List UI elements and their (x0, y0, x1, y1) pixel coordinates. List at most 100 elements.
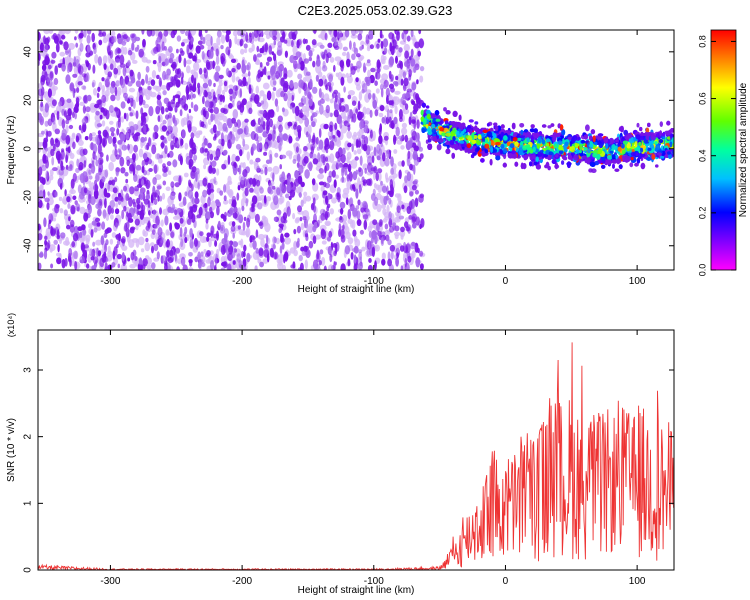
noise-blob (272, 87, 277, 91)
noise-blob (328, 230, 333, 238)
noise-blob (119, 54, 125, 65)
noise-blob (374, 260, 377, 270)
noise-speckle (340, 124, 348, 134)
noise-speckle (362, 163, 369, 170)
noise-blob (93, 47, 97, 55)
noise-speckle (329, 208, 334, 215)
noise-blob (46, 36, 51, 43)
noise-speckle (146, 264, 152, 270)
noise-speckle (138, 148, 144, 158)
noise-blob (197, 251, 201, 261)
noise-blob (277, 65, 282, 73)
noise-blob (386, 108, 390, 120)
noise-blob (133, 207, 136, 214)
noise-speckle (264, 222, 271, 233)
noise-blob (104, 78, 110, 88)
noise-speckle (152, 85, 159, 90)
noise-speckle (249, 159, 254, 165)
noise-blob (174, 251, 177, 262)
noise-blob (324, 210, 328, 221)
noise-blob (108, 180, 113, 186)
noise-blob (144, 160, 149, 166)
noise-blob (228, 88, 234, 95)
noise-speckle (286, 92, 292, 101)
noise-blob (409, 191, 414, 197)
noise-blob (112, 136, 117, 144)
noise-blob (97, 202, 101, 207)
noise-speckle (140, 248, 145, 253)
noise-blob (81, 73, 87, 78)
noise-blob (246, 217, 251, 228)
noise-blob (341, 97, 344, 103)
noise-blob (86, 30, 92, 35)
noise-blob (81, 85, 86, 90)
noise-blob (372, 188, 376, 196)
noise-blob (189, 138, 194, 149)
noise-speckle (401, 122, 407, 129)
noise-blob (312, 158, 319, 165)
noise-blob (269, 118, 273, 128)
noise-blob (44, 147, 49, 152)
noise-speckle (120, 46, 125, 55)
noise-blob (208, 94, 213, 100)
noise-blob (179, 227, 183, 238)
noise-blob (43, 35, 46, 45)
noise-blob (47, 130, 52, 137)
noise-blob (318, 78, 324, 87)
noise-speckle (314, 234, 321, 240)
noise-blob (232, 165, 238, 176)
noise-blob (272, 236, 277, 245)
noise-blob (175, 79, 181, 88)
noise-blob (280, 154, 287, 159)
noise-blob (357, 262, 363, 270)
noise-blob (327, 245, 332, 256)
noise-blob (339, 201, 346, 209)
noise-blob (329, 253, 333, 263)
noise-blob (139, 190, 144, 201)
noise-blob (107, 205, 112, 215)
noise-blob (380, 40, 384, 49)
noise-blob (193, 204, 198, 209)
noise-blob (190, 37, 194, 45)
noise-blob (205, 59, 210, 67)
noise-blob (339, 118, 343, 129)
noise-speckle (190, 69, 196, 75)
noise-speckle (267, 166, 273, 172)
noise-blob (286, 184, 291, 193)
noise-blob (295, 51, 302, 58)
noise-blob (279, 181, 284, 191)
noise-blob (85, 72, 90, 82)
noise-blob (300, 246, 305, 252)
noise-blob (272, 80, 277, 86)
noise-blob (344, 245, 351, 255)
noise-blob (228, 38, 232, 49)
noise-blob (244, 187, 249, 197)
noise-blob (282, 133, 289, 142)
noise-blob (329, 140, 335, 151)
noise-speckle (222, 115, 228, 122)
noise-blob (164, 215, 169, 226)
noise-blob (136, 197, 141, 205)
noise-speckle (105, 213, 110, 221)
noise-blob (180, 256, 186, 266)
noise-blob (320, 229, 327, 240)
noise-blob (241, 63, 247, 74)
noise-blob (378, 135, 383, 145)
noise-blob (327, 192, 331, 200)
noise-blob (204, 211, 211, 221)
noise-blob (211, 98, 217, 104)
noise-blob (325, 162, 330, 171)
noise-blob (351, 100, 357, 106)
noise-blob (268, 109, 274, 114)
noise-blob (273, 216, 277, 222)
noise-blob (40, 101, 44, 108)
noise-blob (241, 250, 244, 259)
noise-blob (256, 179, 261, 187)
noise-blob (81, 117, 88, 125)
noise-blob (250, 119, 256, 127)
noise-speckle (346, 156, 350, 164)
noise-blob (294, 178, 300, 187)
noise-blob (254, 265, 258, 270)
noise-speckle (149, 91, 157, 98)
noise-blob (99, 114, 103, 120)
